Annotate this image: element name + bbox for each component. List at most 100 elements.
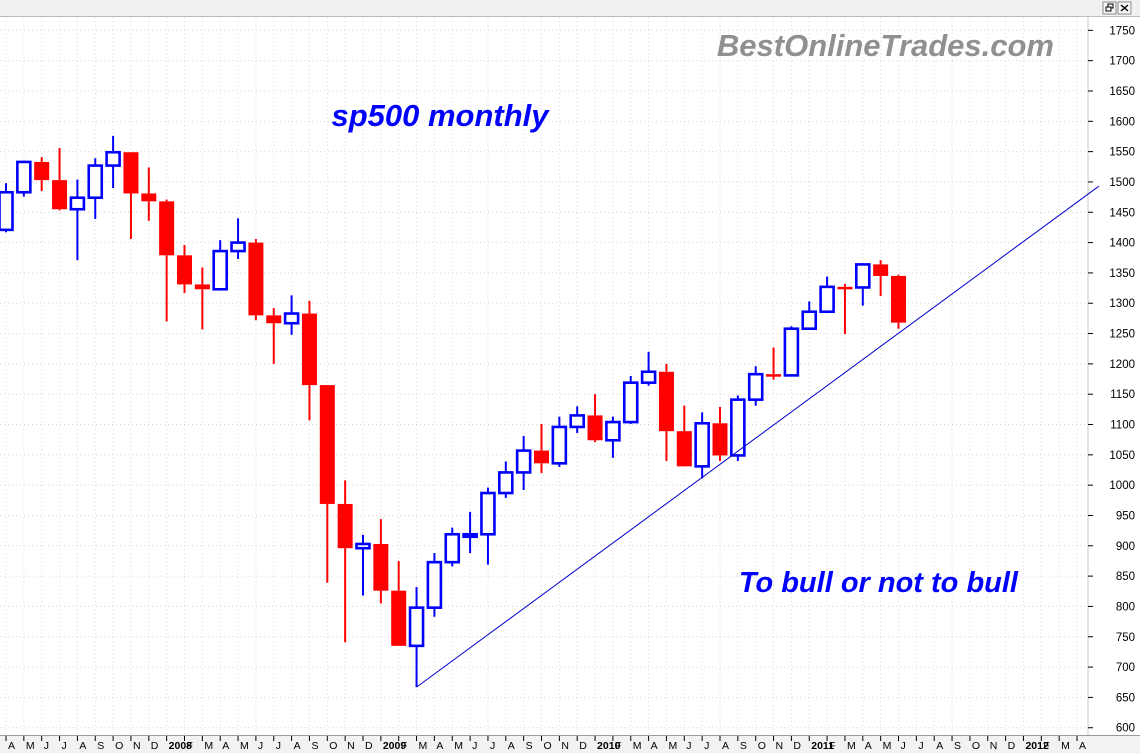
x-tick-label: 2008 [169, 740, 193, 752]
candle [52, 147, 68, 211]
candle-body [52, 180, 68, 210]
y-tick-label: 1450 [1109, 207, 1135, 219]
candle-body [283, 312, 300, 325]
candle [230, 218, 246, 259]
candle-body [712, 423, 728, 456]
candle-body [426, 560, 443, 609]
y-tick-label: 1300 [1109, 298, 1135, 310]
candle-body [891, 275, 906, 323]
x-tick-label: F [829, 740, 835, 752]
y-tick-label: 1650 [1109, 86, 1135, 98]
candle-body [873, 264, 889, 276]
restore-window-button[interactable] [1102, 1, 1117, 15]
candle-body [497, 471, 514, 495]
x-tick-label: D [1008, 740, 1016, 752]
candle [337, 480, 353, 643]
candle [141, 167, 157, 221]
x-tick-label: A [936, 740, 943, 752]
candle [569, 406, 586, 434]
y-tick-label: 1600 [1109, 116, 1135, 128]
candle-body [444, 532, 461, 564]
x-tick-label: J [258, 740, 263, 752]
x-tick-label: A [1079, 740, 1086, 752]
candle-body [69, 196, 86, 211]
x-tick-label: D [151, 740, 159, 752]
x-tick-label: O [115, 740, 123, 752]
candle-body [622, 381, 639, 424]
trendline [416, 185, 1100, 688]
candle [551, 416, 568, 467]
chart-annotation: To bull or not to bull [739, 567, 1019, 599]
y-tick-label: 900 [1116, 541, 1135, 553]
x-tick-label: F [187, 740, 193, 752]
candle [373, 519, 389, 604]
candle-body [854, 263, 871, 289]
x-tick-label: J [686, 740, 691, 752]
y-tick-label: 1200 [1109, 359, 1135, 371]
candles [0, 135, 906, 688]
candle [622, 376, 639, 424]
candle-body [337, 503, 353, 549]
candle-body [319, 385, 335, 504]
candle-body [676, 431, 692, 467]
candle [658, 363, 674, 461]
candle [194, 267, 210, 330]
candle [301, 300, 317, 421]
candle [819, 276, 835, 314]
candle-body [230, 241, 246, 253]
x-tick-label: 2011 [811, 740, 834, 752]
x-tick-label: A [865, 740, 872, 752]
candle [605, 416, 621, 458]
x-tick-label: D [793, 740, 801, 752]
candle [783, 326, 800, 377]
x-tick-label: D [579, 740, 587, 752]
candle [730, 395, 746, 461]
candle [766, 347, 782, 380]
candle [16, 160, 32, 197]
candle-body [819, 285, 835, 314]
x-tick-label: D [365, 740, 373, 752]
x-tick-label: A [436, 740, 443, 752]
x-tick-label: J [44, 740, 49, 752]
close-window-button[interactable] [1117, 1, 1132, 15]
x-tick-label: 2009 [383, 740, 407, 752]
candle-body [569, 414, 586, 429]
x-tick-label: M [847, 740, 856, 752]
candle-body [212, 249, 228, 291]
candle [0, 183, 14, 233]
y-tick-label: 1700 [1109, 56, 1135, 68]
y-tick-label: 1150 [1110, 389, 1135, 401]
y-tick-label: 650 [1116, 692, 1135, 704]
candle-body [248, 242, 264, 316]
y-tick-label: 1050 [1109, 450, 1135, 462]
candle-body [640, 370, 657, 384]
x-tick-label: J [472, 740, 477, 752]
x-tick-label: A [722, 740, 729, 752]
candle-body [783, 327, 800, 377]
y-tick-label: 850 [1116, 571, 1135, 583]
x-tick-label: O [972, 740, 980, 752]
x-tick-label: O [758, 740, 766, 752]
x-tick-label: S [740, 740, 747, 752]
x-tick-label: S [97, 740, 104, 752]
candle [123, 152, 139, 239]
candle [534, 423, 549, 474]
candle [837, 283, 853, 335]
x-tick-label: M [204, 740, 213, 752]
trendline-group [416, 185, 1100, 688]
candle-body [747, 372, 764, 401]
candle-body [534, 450, 549, 464]
x-tick-label: F [401, 740, 407, 752]
x-tick-label: J [62, 740, 67, 752]
x-tick-label: S [311, 740, 318, 752]
candle-body [141, 193, 157, 202]
x-tick-label: J [901, 740, 906, 752]
candle [891, 274, 906, 329]
candle [444, 527, 461, 567]
x-tick-label: A [294, 740, 301, 752]
candle [873, 260, 889, 296]
x-tick-label: A [8, 740, 15, 752]
time-axis-panel [0, 735, 1140, 753]
